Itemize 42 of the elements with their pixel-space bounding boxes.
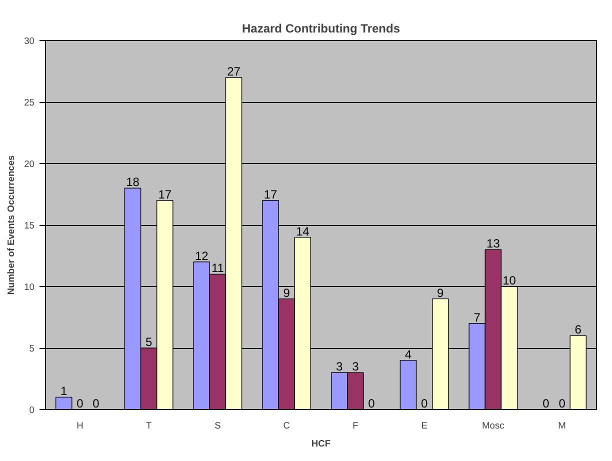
data-label: 27 [227,64,241,78]
x-tick-label: M [558,420,566,430]
data-label: 0 [76,396,84,410]
x-tick-label: H [76,420,84,430]
x-tick-label: E [421,420,428,430]
y-axis-title: Number of Events Occurrences [6,155,16,295]
x-tick-label: F [352,420,359,430]
data-label: 12 [194,248,209,263]
x-tick-label: T [146,420,152,430]
data-label: 10 [502,274,516,288]
data-label: 14 [296,224,310,238]
data-label: 1 [60,384,68,398]
y-tick-label: 10 [24,282,35,292]
data-label: 17 [264,187,278,202]
y-tick-label: 15 [24,220,35,230]
x-tick-label: C [283,420,290,430]
data-label: 0 [542,396,550,410]
data-label: 6 [574,322,582,337]
data-label: 7 [474,310,481,324]
data-label: 18 [126,175,140,190]
y-tick-label: 25 [24,98,35,108]
y-tick-label: 30 [24,36,35,46]
data-label: 0 [420,396,428,410]
y-tick-label: 20 [24,159,35,169]
data-label: 17 [158,187,172,202]
data-label: 0 [368,396,376,410]
x-tick-label: S [214,420,221,430]
data-label: 5 [145,335,152,349]
data-label: 13 [486,236,500,251]
data-label: 3 [336,360,344,374]
x-tick-label: Mosc [482,420,505,430]
chart-title: Hazard Contributing Trends [242,22,400,36]
data-label: 11 [211,261,224,276]
y-tick-label: 0 [29,405,35,415]
y-tick-label: 5 [29,344,35,354]
data-label: 0 [92,396,100,410]
data-label: 9 [437,286,444,300]
data-label: 9 [283,286,290,300]
data-label: 0 [558,396,566,410]
data-label: 3 [352,360,360,374]
data-label: 4 [404,347,412,362]
x-axis-title: HCF [311,438,331,448]
